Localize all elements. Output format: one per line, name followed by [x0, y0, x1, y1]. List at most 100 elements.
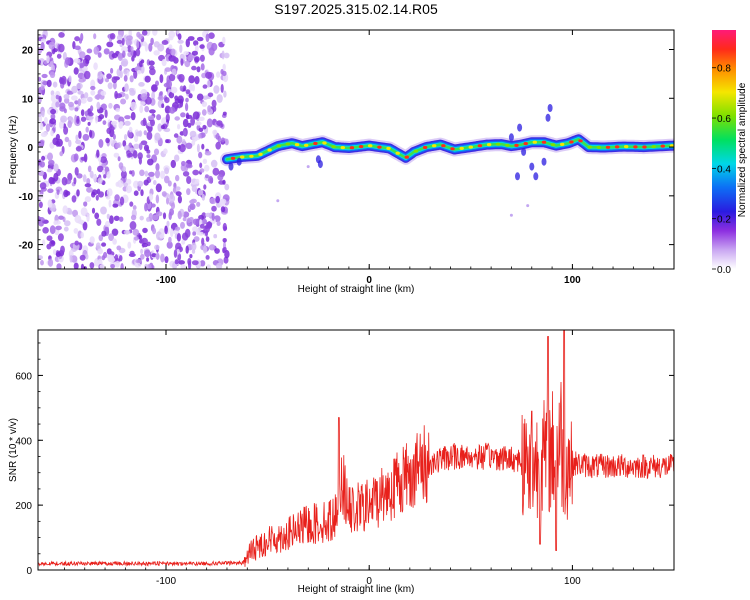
noise-dot	[154, 132, 161, 141]
noise-dot	[90, 79, 96, 89]
noise-dot	[71, 95, 78, 101]
noise-dot	[220, 83, 224, 93]
noise-dot	[75, 146, 82, 152]
noise-dot	[211, 205, 217, 212]
ridge-peak	[285, 142, 291, 146]
noise-dot	[185, 142, 193, 149]
noise-dot	[212, 129, 218, 136]
noise-dot	[155, 163, 160, 172]
noise-dot	[49, 71, 56, 79]
noise-dot	[58, 95, 62, 103]
noise-dot	[196, 66, 201, 73]
noise-dot	[91, 207, 96, 214]
ridge-peak	[358, 145, 364, 149]
noise-dot	[50, 108, 57, 115]
noise-dot	[83, 70, 91, 80]
noise-dot	[174, 116, 180, 121]
colorbar-tick-label: 0.0	[717, 265, 731, 276]
noise-dot	[181, 239, 186, 245]
ridge-peak	[313, 141, 318, 146]
noise-dot	[191, 65, 197, 71]
noise-dot	[77, 219, 85, 225]
noise-dot	[205, 255, 210, 260]
noise-dot	[65, 190, 71, 196]
noise-dot	[198, 231, 204, 236]
noise-dot	[38, 201, 43, 209]
noise-dot	[115, 93, 123, 99]
noise-dot	[74, 240, 79, 246]
noise-dot	[80, 97, 87, 104]
ridge-peak	[258, 152, 263, 156]
noise-dot	[106, 213, 110, 220]
noise-dot	[79, 254, 86, 261]
noise-dot	[111, 53, 118, 59]
noise-dot	[127, 45, 132, 53]
noise-dot	[188, 75, 195, 84]
noise-dot	[184, 60, 191, 68]
noise-dot	[45, 123, 51, 132]
noise-dot	[164, 167, 170, 175]
noise-dot	[185, 38, 190, 48]
noise-dot	[89, 129, 93, 138]
noise-dot	[49, 225, 56, 235]
noise-dot	[176, 30, 180, 35]
noise-dot	[141, 242, 148, 248]
noise-dot	[106, 188, 113, 197]
noise-dot	[129, 250, 135, 255]
noise-dot	[67, 120, 72, 128]
noise-dot	[135, 48, 141, 57]
ridge-peak	[395, 151, 400, 155]
noise-dot	[144, 43, 148, 52]
noise-dot	[203, 184, 207, 190]
noise-dot	[191, 242, 197, 251]
snr-y-label: SNR (10 * v/v)	[8, 418, 19, 482]
ridge-blob	[541, 157, 547, 166]
noise-dot	[80, 263, 85, 269]
noise-dot	[144, 202, 148, 212]
noise-dot	[205, 33, 210, 43]
noise-dot	[193, 236, 200, 242]
noise-dot	[115, 107, 120, 113]
noise-dot	[213, 234, 218, 239]
noise-scatter	[38, 30, 230, 269]
noise-dot	[177, 33, 182, 40]
noise-dot	[100, 156, 107, 164]
noise-dot	[74, 45, 81, 51]
noise-dot	[222, 179, 226, 185]
noise-dot	[97, 177, 103, 184]
noise-dot	[179, 44, 183, 53]
noise-dot	[101, 162, 107, 168]
noise-dot	[147, 115, 155, 121]
noise-dot	[105, 195, 111, 200]
noise-dot	[207, 92, 214, 98]
noise-dot	[115, 142, 120, 149]
noise-dot	[216, 220, 221, 226]
noise-dot	[201, 143, 205, 150]
noise-dot	[55, 225, 62, 231]
noise-dot	[137, 152, 143, 160]
noise-dot	[166, 241, 173, 249]
colorbar-label: Normalized spectral amplitude	[737, 82, 748, 217]
snr-x-label: Height of straight line (km)	[298, 584, 415, 595]
noise-dot	[105, 220, 111, 228]
noise-dot	[198, 116, 205, 122]
noise-dot	[185, 112, 190, 120]
noise-dot	[208, 244, 216, 251]
ridge-peak	[267, 148, 272, 152]
noise-dot	[53, 48, 58, 53]
noise-dot	[40, 259, 44, 266]
noise-dot	[205, 71, 213, 79]
noise-dot	[159, 91, 163, 96]
noise-dot	[159, 233, 165, 239]
noise-dot	[97, 52, 102, 58]
noise-dot	[48, 176, 55, 185]
noise-dot	[132, 228, 140, 236]
noise-dot	[196, 36, 204, 42]
noise-dot	[205, 174, 209, 179]
noise-dot	[98, 191, 104, 198]
noise-dot	[134, 262, 142, 268]
noise-dot	[182, 171, 190, 177]
noise-dot	[168, 236, 172, 244]
noise-dot	[149, 65, 155, 71]
noise-dot	[116, 34, 123, 41]
